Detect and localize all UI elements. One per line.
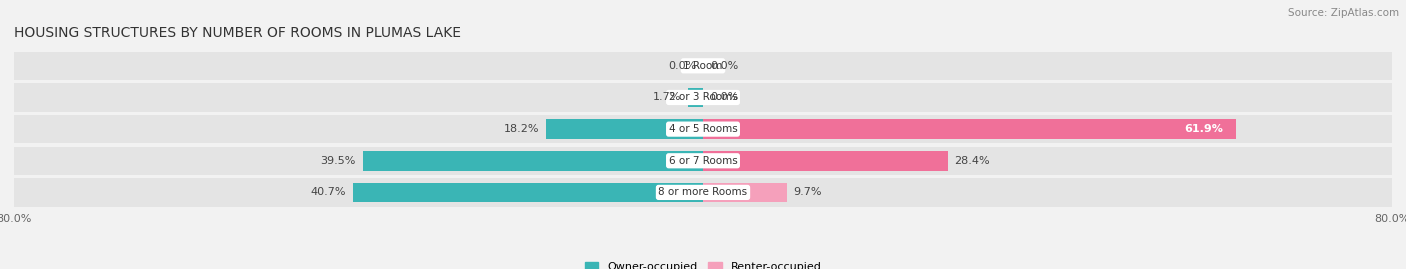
Text: 8 or more Rooms: 8 or more Rooms: [658, 187, 748, 197]
Text: 1 Room: 1 Room: [683, 61, 723, 71]
Bar: [547, 119, 703, 139]
Bar: [14, 147, 1392, 175]
Text: 4 or 5 Rooms: 4 or 5 Rooms: [669, 124, 737, 134]
Text: 0.0%: 0.0%: [710, 93, 738, 102]
Bar: [689, 88, 703, 107]
Text: 40.7%: 40.7%: [311, 187, 346, 197]
Legend: Owner-occupied, Renter-occupied: Owner-occupied, Renter-occupied: [581, 257, 825, 269]
Text: 39.5%: 39.5%: [321, 156, 356, 166]
Text: 18.2%: 18.2%: [503, 124, 540, 134]
Bar: [14, 178, 1392, 207]
Text: Source: ZipAtlas.com: Source: ZipAtlas.com: [1288, 8, 1399, 18]
Text: 6 or 7 Rooms: 6 or 7 Rooms: [669, 156, 737, 166]
Text: 28.4%: 28.4%: [955, 156, 990, 166]
Bar: [14, 83, 1392, 112]
Bar: [363, 151, 703, 171]
Bar: [14, 52, 1392, 80]
Bar: [703, 119, 1236, 139]
Text: HOUSING STRUCTURES BY NUMBER OF ROOMS IN PLUMAS LAKE: HOUSING STRUCTURES BY NUMBER OF ROOMS IN…: [14, 26, 461, 40]
Bar: [14, 115, 1392, 143]
Bar: [703, 151, 948, 171]
Bar: [703, 183, 786, 202]
Text: 61.9%: 61.9%: [1184, 124, 1223, 134]
Bar: [353, 183, 703, 202]
Text: 0.0%: 0.0%: [668, 61, 696, 71]
Text: 2 or 3 Rooms: 2 or 3 Rooms: [669, 93, 737, 102]
Text: 9.7%: 9.7%: [793, 187, 823, 197]
Text: 0.0%: 0.0%: [710, 61, 738, 71]
Text: 1.7%: 1.7%: [654, 93, 682, 102]
